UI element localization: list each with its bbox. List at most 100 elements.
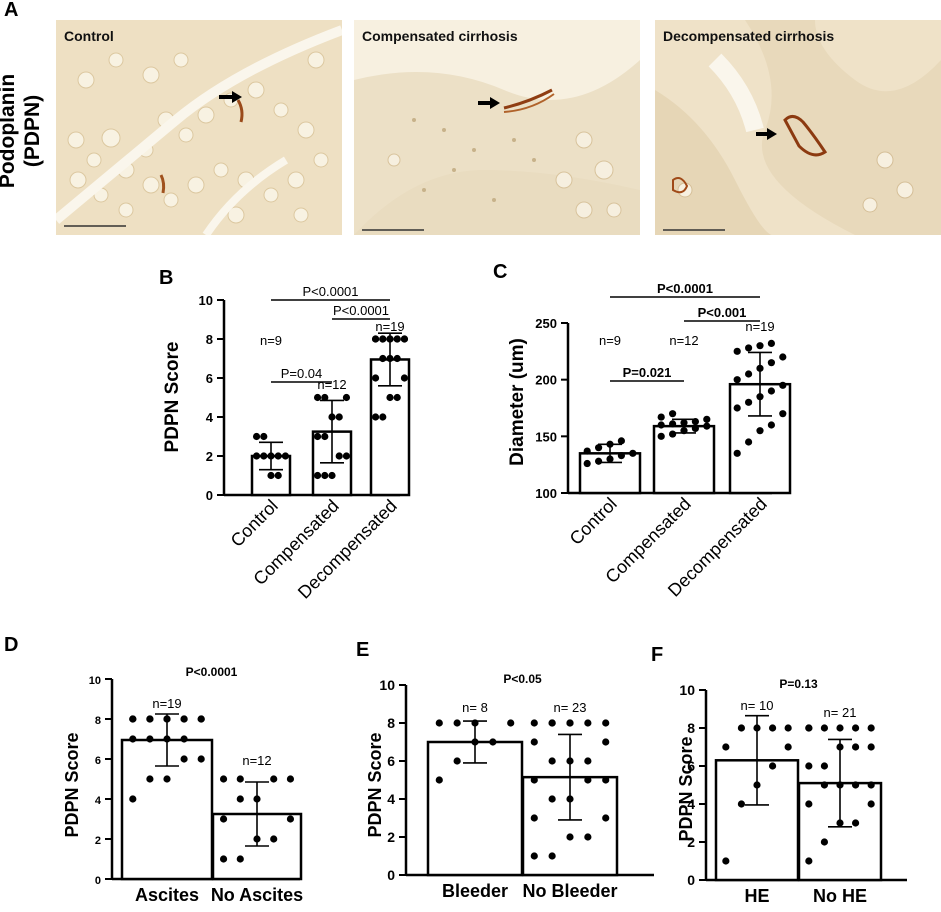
data-point: [820, 762, 829, 770]
data-point: [805, 724, 813, 732]
data-point: [805, 857, 813, 865]
n-label: n= 10: [741, 698, 774, 713]
data-point: [146, 715, 154, 723]
data-point: [260, 452, 268, 460]
data-point: [566, 833, 574, 841]
data-point: [530, 738, 538, 746]
micrograph-label: Control: [64, 28, 114, 44]
p-value-label: P<0.0001: [657, 281, 713, 296]
data-point: [530, 814, 538, 822]
n-label: n= 8: [462, 700, 488, 715]
y-tick-label: 10: [679, 682, 695, 698]
data-point: [393, 393, 401, 402]
data-point: [371, 335, 380, 343]
data-point: [270, 775, 278, 783]
data-point: [146, 775, 154, 783]
data-point: [386, 393, 394, 402]
data-point: [379, 413, 387, 421]
data-point: [342, 452, 351, 460]
p-value-label: P=0.04: [281, 366, 323, 381]
data-point: [851, 724, 860, 732]
data-point: [745, 438, 753, 446]
y-tick-label: 6: [206, 371, 213, 386]
x-tick-label: No Bleeder: [522, 881, 617, 901]
y-tick-label: 0: [206, 488, 213, 503]
data-point: [767, 339, 776, 347]
y-tick-label: 4: [687, 796, 695, 812]
right-arrow-icon: [756, 128, 777, 140]
data-point: [602, 719, 610, 727]
data-point: [197, 715, 205, 723]
y-axis-label: Diameter (um): [507, 338, 528, 466]
data-point: [584, 833, 592, 841]
data-point: [328, 471, 336, 480]
data-point: [260, 432, 268, 441]
panel-letter-a: A: [4, 0, 19, 21]
data-point: [548, 757, 556, 765]
data-point: [733, 404, 741, 412]
data-point: [219, 775, 228, 783]
micrograph-decompensated: Decompensated cirrhosis: [655, 20, 941, 235]
data-point: [867, 800, 875, 808]
n-label: n=19: [375, 319, 404, 334]
y-tick-label: 0: [387, 867, 395, 883]
p-value-label: P<0.0001: [186, 665, 238, 679]
n-label: n=12: [669, 333, 698, 348]
data-point: [851, 781, 860, 789]
data-point: [530, 776, 538, 784]
data-point: [867, 743, 875, 751]
p-value-label: P<0.001: [698, 305, 747, 320]
n-label: n=12: [317, 377, 346, 392]
data-point: [767, 359, 776, 367]
data-point: [733, 449, 741, 457]
data-point: [669, 430, 677, 438]
n-label: n=19: [745, 319, 774, 334]
data-point: [745, 370, 753, 378]
y-tick-label: 2: [206, 449, 213, 464]
data-point: [805, 800, 813, 808]
y-tick-label: 2: [387, 829, 395, 845]
right-arrow-icon: [478, 97, 500, 109]
n-label: n=19: [152, 696, 181, 711]
y-tick-label: 10: [199, 293, 213, 308]
data-point: [274, 452, 282, 460]
panel-letter-f: F: [651, 644, 664, 666]
data-point: [602, 738, 610, 746]
x-tick-label: No Ascites: [211, 885, 303, 905]
panel-letter-d: D: [4, 634, 19, 656]
data-point: [313, 432, 322, 441]
data-point: [779, 410, 787, 418]
panel-letter-c: C: [493, 261, 508, 283]
data-point: [733, 347, 741, 355]
y-tick-label: 8: [206, 332, 213, 347]
y-tick-label: 6: [687, 758, 695, 774]
y-tick-label: 0: [687, 872, 695, 888]
data-point: [602, 776, 610, 784]
data-point: [629, 449, 637, 457]
data-point: [657, 421, 665, 429]
data-point: [820, 838, 829, 846]
data-point: [583, 459, 591, 468]
micrograph-decompensated-image: [655, 20, 941, 235]
y-tick-label: 6: [387, 753, 395, 769]
data-point: [400, 374, 409, 382]
p-value-label: P=0.021: [623, 365, 672, 380]
data-point: [595, 457, 603, 465]
data-point: [851, 819, 860, 827]
data-point: [435, 776, 443, 784]
y-tick-label: 8: [687, 720, 695, 736]
data-point: [342, 393, 351, 402]
x-tick-label: HE: [744, 886, 769, 906]
data-point: [867, 781, 875, 789]
data-point: [767, 421, 776, 429]
p-value-label: P<0.0001: [333, 303, 389, 318]
y-tick-label: 0: [95, 875, 101, 887]
x-tick-label: Ascites: [135, 885, 199, 905]
data-point: [745, 344, 753, 352]
data-point: [669, 420, 677, 428]
data-point: [335, 452, 343, 460]
y-tick-label: 10: [379, 677, 395, 693]
micrograph-control-image: [56, 20, 342, 235]
data-point: [737, 724, 746, 732]
data-point: [267, 471, 275, 480]
